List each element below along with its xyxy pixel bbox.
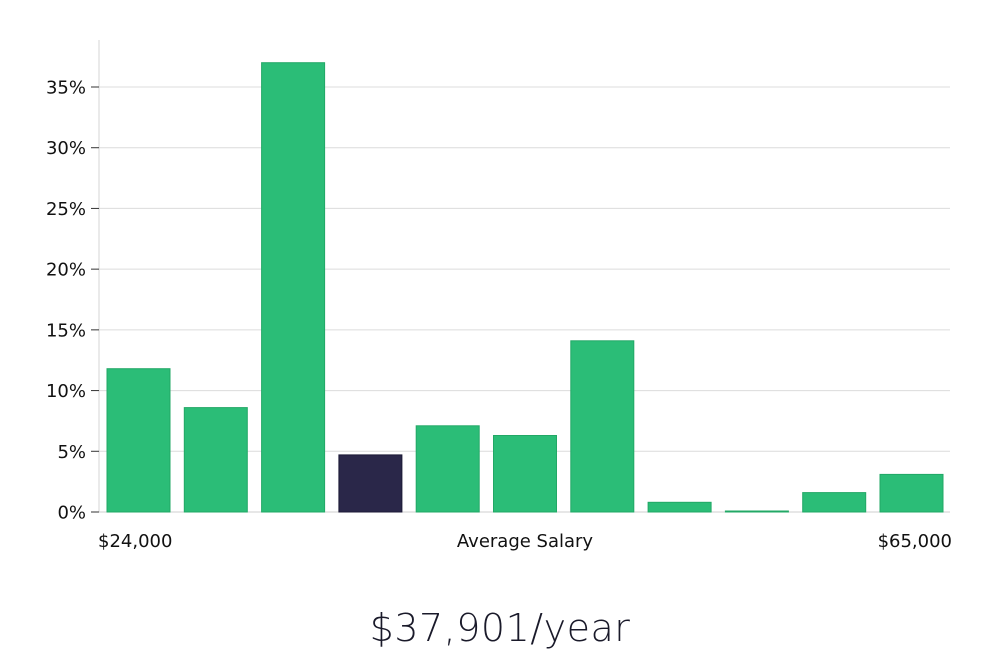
x-end-label: $65,000 [878,531,952,552]
bar [570,340,635,513]
y-tick-label: 20% [46,260,86,281]
y-tick-label: 25% [46,199,86,220]
x-start-label: $24,000 [98,531,172,552]
bar [493,435,557,513]
bar [802,492,867,513]
x-center-label: Average Salary [457,531,594,552]
bar [106,368,171,513]
bar [879,473,944,513]
average-salary-value: $37,901/year [369,606,631,650]
bar [724,510,789,513]
y-tick-label: 0% [57,503,86,524]
salary-histogram: 0% 5% 10% 15% 20% 25% 30% 35% $24,000 Average S… [46,40,952,552]
y-tick-label: 15% [46,320,86,341]
gridlines [99,86,950,452]
y-ticks: 0% 5% 10% 15% 20% 25% 30% 35% [46,78,99,524]
bar [183,407,248,513]
bar [415,425,480,513]
y-tick-label: 5% [57,442,86,463]
bars [106,62,944,513]
y-tick-label: 35% [46,78,86,99]
y-tick-label: 10% [46,381,86,402]
y-tick-label: 30% [46,138,86,159]
bar [261,62,326,513]
bar-highlighted [338,454,403,513]
bar [647,501,712,513]
